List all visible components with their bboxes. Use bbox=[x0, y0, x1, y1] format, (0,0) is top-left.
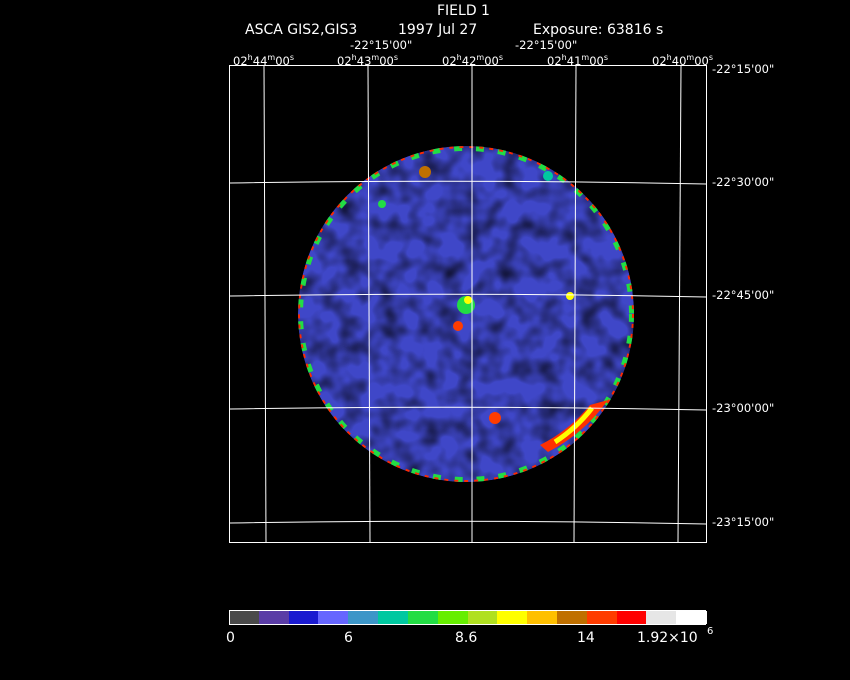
colorbar-cell bbox=[229, 611, 260, 624]
top-dec-label: -22°15'00" bbox=[515, 38, 578, 52]
colorbar-cell bbox=[586, 611, 618, 624]
ra-label: 02h40m00s bbox=[652, 53, 714, 68]
instrument-label: ASCA GIS2,GIS3 bbox=[245, 22, 358, 38]
colorbar-tick-exponent: 6 bbox=[707, 626, 714, 637]
colorbar-cell bbox=[288, 611, 319, 624]
colorbar-cell bbox=[527, 611, 558, 624]
ra-label: 02h44m00s bbox=[233, 53, 295, 68]
colorbar-cell bbox=[616, 611, 647, 624]
colorbar-cell bbox=[348, 611, 379, 624]
image-title: FIELD 1 bbox=[437, 3, 490, 19]
colorbar-cell bbox=[407, 611, 439, 624]
colorbar-cell bbox=[676, 611, 707, 624]
colorbar-cell bbox=[646, 611, 677, 624]
exposure-label: Exposure: 63816 s bbox=[533, 22, 664, 38]
dec-label: -22°30'00" bbox=[712, 175, 775, 189]
ra-label: 02h43m00s bbox=[337, 53, 399, 68]
ra-label: 02h41m00s bbox=[547, 53, 609, 68]
colorbar-cell bbox=[497, 611, 528, 624]
coordinate-grid bbox=[229, 65, 707, 543]
bright-spots bbox=[378, 166, 574, 424]
colorbar-cell bbox=[437, 611, 468, 624]
top-dec-label: -22°15'00" bbox=[350, 38, 413, 52]
dec-label: -23°15'00" bbox=[712, 515, 775, 529]
dec-label: -23°00'00" bbox=[712, 401, 775, 415]
colorbar-cell bbox=[556, 611, 588, 624]
dec-label: -22°15'00" bbox=[712, 62, 775, 76]
colorbar-tick-label: 1.92×10 bbox=[637, 630, 698, 646]
colorbar-tick-label: 0 bbox=[226, 630, 235, 646]
colorbar-tick-label: 8.6 bbox=[455, 630, 478, 646]
dec-label: -22°45'00" bbox=[712, 288, 775, 302]
colorbar-cell bbox=[318, 611, 349, 624]
colorbar-cell bbox=[378, 611, 409, 624]
colorbar-tick-label: 6 bbox=[344, 630, 353, 646]
ra-label: 02h42m00s bbox=[442, 53, 504, 68]
field-of-view-image bbox=[298, 146, 634, 482]
colorbar-cell bbox=[467, 611, 498, 624]
colorbar-tick-label: 14 bbox=[577, 630, 595, 646]
colorbar-cell bbox=[258, 611, 290, 624]
observation-date: 1997 Jul 27 bbox=[398, 22, 478, 38]
